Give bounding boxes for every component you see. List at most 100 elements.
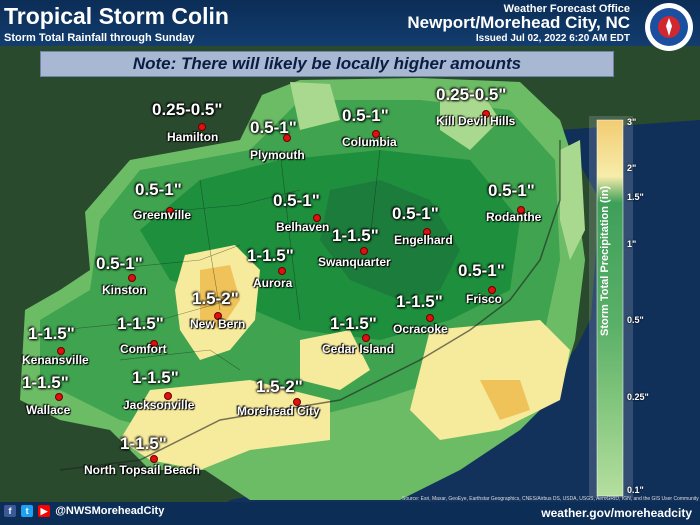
page-title: Tropical Storm Colin <box>4 3 229 29</box>
rain-zone-0.25-0.5-obx <box>440 90 500 150</box>
city-label: North Topsail Beach <box>84 463 200 477</box>
city-label: Ocracoke <box>393 322 448 336</box>
city-label: New Bern <box>190 317 246 331</box>
location-marker-icon <box>426 314 434 322</box>
rain-amount-label: 0.25-0.5" <box>436 85 507 104</box>
city-label: Kinston <box>102 283 147 297</box>
location-marker-icon <box>214 312 222 320</box>
rain-amount-label: 0.5-1" <box>458 261 505 280</box>
rain-zone-3-offshore <box>480 380 530 420</box>
legend-tick-label: 0.5" <box>627 315 644 325</box>
rain-amount-label: 1-1.5" <box>117 314 164 333</box>
location-marker-icon <box>128 274 136 282</box>
rain-amount-label: 0.5-1" <box>488 181 535 200</box>
location-marker-icon <box>360 247 368 255</box>
legend-colorbar <box>596 119 624 497</box>
legend-tick-label: 3" <box>627 117 637 127</box>
rain-amount-label: 0.5-1" <box>342 106 389 125</box>
rain-amount-label: 1-1.5" <box>332 226 379 245</box>
city-label: Morehead City <box>237 404 320 418</box>
twitter-icon[interactable]: t <box>21 505 34 518</box>
office-name: Newport/Morehead City, NC <box>407 13 630 32</box>
legend-tick-label: 2" <box>627 163 637 173</box>
issued-time: Issued Jul 02, 2022 6:20 AM EDT <box>475 33 630 44</box>
youtube-icon[interactable]: ▶ <box>38 505 51 518</box>
location-marker-icon <box>423 228 431 236</box>
city-label: Plymouth <box>250 148 305 162</box>
location-marker-icon <box>372 130 380 138</box>
rain-amount-label: 0.25-0.5" <box>152 100 223 119</box>
rain-amount-label: 0.5-1" <box>392 204 439 223</box>
rain-amount-label: 1-1.5" <box>120 434 167 453</box>
city-label: Belhaven <box>276 220 330 234</box>
rain-zone-2-3-coast <box>120 380 330 470</box>
legend-tick-label: 1.5" <box>627 192 644 202</box>
rain-zone-0.25-0.5-north <box>290 82 340 130</box>
location-marker-icon <box>198 123 206 131</box>
city-label: Kill Devil Hills <box>436 114 516 128</box>
location-marker-icon <box>150 340 158 348</box>
city-label: Engelhard <box>394 233 453 247</box>
location-marker-icon <box>313 214 321 222</box>
city-label: Greenville <box>133 208 192 222</box>
rain-amount-label: 1-1.5" <box>396 292 443 311</box>
location-marker-icon <box>150 455 158 463</box>
city-label: Rodanthe <box>486 210 542 224</box>
header-bar <box>0 0 700 46</box>
legend-tick-label: 0.25" <box>627 392 649 402</box>
coastline <box>59 140 561 471</box>
location-marker-icon <box>293 398 301 406</box>
legend-panel <box>589 116 633 498</box>
rain-amount-label: 1.5-2" <box>192 289 239 308</box>
city-label: Cedar Island <box>322 342 395 356</box>
rain-amount-label: 0.5-1" <box>273 191 320 210</box>
map-source: Source: Esri, Maxar, GeoEye, Earthstar G… <box>402 496 699 502</box>
office-label: Weather Forecast Office <box>503 3 630 15</box>
rain-amount-label: 1-1.5" <box>28 324 75 343</box>
city-label: Columbia <box>342 135 397 149</box>
website-url[interactable]: weather.gov/moreheadcity <box>541 506 692 520</box>
legend-title: Storm Total Precipitation (in) <box>599 186 611 336</box>
location-marker-icon <box>57 347 65 355</box>
nws-logo-icon <box>645 3 693 51</box>
location-marker-icon <box>482 110 490 118</box>
legend-tick-label: 0.1" <box>627 485 644 495</box>
ocean-south <box>200 300 620 525</box>
footer-bar <box>0 502 700 525</box>
note-banner: Note: There will likely be locally highe… <box>40 51 614 77</box>
rain-amount-label: 1-1.5" <box>132 368 179 387</box>
city-label: Swanquarter <box>318 255 391 269</box>
location-marker-icon <box>164 392 172 400</box>
legend-tick-label: 1" <box>627 239 637 249</box>
city-label: Frisco <box>466 292 503 306</box>
city-label: Comfort <box>120 342 167 356</box>
rain-zone-3-newbern <box>200 265 240 330</box>
social-handle[interactable]: @NWSMoreheadCity <box>55 505 165 517</box>
rain-amount-label: 0.5-1" <box>135 180 182 199</box>
facebook-icon[interactable]: f <box>4 505 16 518</box>
rain-amount-label: 0.5-1" <box>250 118 297 137</box>
social-links: f t ▶ @NWSMoreheadCity <box>4 505 165 518</box>
location-marker-icon <box>283 134 291 142</box>
city-label: Wallace <box>26 403 71 417</box>
rain-zone-0.25-0.5-east <box>560 140 585 260</box>
location-marker-icon <box>55 393 63 401</box>
location-marker-icon <box>517 206 525 214</box>
rain-amount-label: 1-1.5" <box>22 373 69 392</box>
location-marker-icon <box>166 207 174 215</box>
location-marker-icon <box>362 334 370 342</box>
location-marker-icon <box>278 267 286 275</box>
rain-amount-label: 1.5-2" <box>256 377 303 396</box>
city-label: Jacksonville <box>123 398 195 412</box>
rain-zone-2-3-carteret <box>300 330 370 390</box>
rain-amount-label: 1-1.5" <box>330 314 377 333</box>
city-label: Kenansville <box>22 353 89 367</box>
page-subtitle: Storm Total Rainfall through Sunday <box>4 32 195 44</box>
city-label: Aurora <box>253 276 293 290</box>
city-label: Hamilton <box>167 130 219 144</box>
rain-amount-label: 1-1.5" <box>247 246 294 265</box>
rain-amount-label: 0.5-1" <box>96 254 143 273</box>
location-marker-icon <box>488 286 496 294</box>
